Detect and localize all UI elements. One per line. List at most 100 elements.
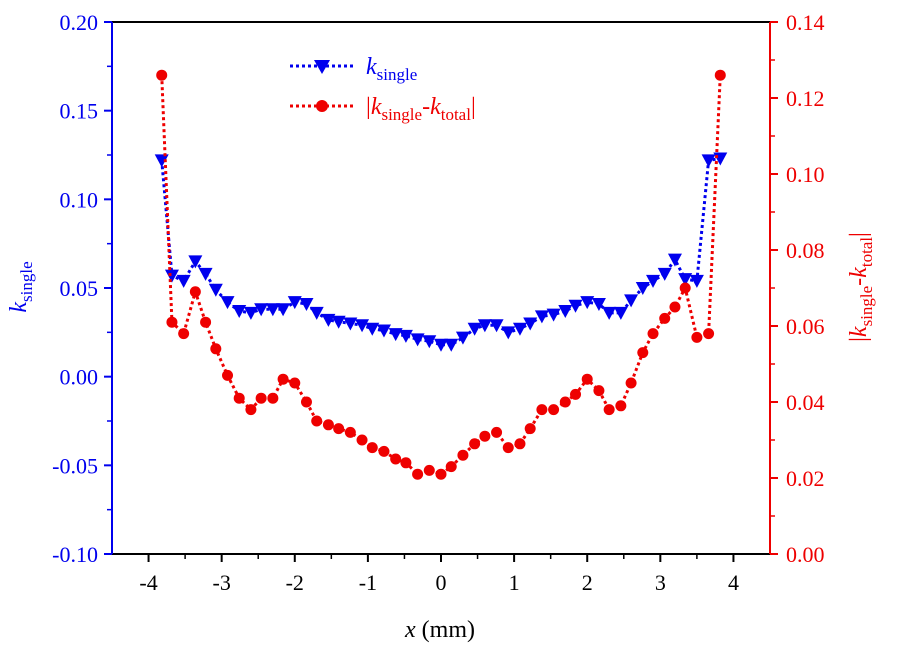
data-point-k-diff (714, 69, 726, 81)
data-point-k-single (701, 154, 716, 168)
data-point-k-single (455, 331, 470, 345)
data-point-k-single (624, 294, 639, 308)
y-left-axis-ticks: -0.10 -0.05 0.00 0.05 0.10 0.15 0.20 (52, 10, 112, 567)
series-line-k-single (160, 157, 721, 347)
data-point-k-diff (390, 453, 402, 465)
y-left-title-sub: single (17, 261, 36, 302)
y-right-title-close: | (846, 232, 872, 237)
data-point-k-single (635, 282, 650, 295)
series-line-k-diff (160, 75, 722, 476)
data-point-k-diff (322, 419, 334, 431)
data-point-k-diff (603, 404, 615, 416)
legend-k-diff-minus: - (422, 94, 430, 120)
data-point-k-single (646, 274, 661, 288)
data-point-k-diff (255, 392, 267, 404)
data-point-k-diff (536, 404, 548, 416)
data-point-k-single (376, 324, 391, 338)
data-point-k-diff (311, 415, 323, 427)
y-right-title-sub2: total (857, 237, 876, 267)
data-point-k-single (546, 308, 561, 322)
y-left-title-main: k (6, 302, 32, 313)
y-left-tick-label: 0.05 (60, 276, 99, 301)
data-point-k-single (558, 305, 573, 319)
legend-k-diff-k1: k (371, 94, 382, 120)
data-point-k-diff (615, 400, 627, 412)
data-point-k-diff (222, 369, 234, 381)
data-point-k-single (331, 315, 346, 329)
y-left-tick-label: 0.10 (60, 187, 99, 212)
legend-k-diff-sub2: total (441, 105, 471, 124)
data-point-k-diff (423, 464, 435, 476)
x-axis-ticks: -4 -3 -2 -1 0 1 2 3 4 (139, 554, 739, 595)
legend-k-diff-open: | (366, 94, 371, 120)
data-point-k-diff (366, 442, 378, 454)
legend-k-diff-close: | (471, 94, 476, 120)
x-tick-label: -4 (139, 570, 157, 595)
data-point-k-diff (514, 438, 526, 450)
data-point-k-single (176, 274, 191, 288)
data-point-k-single (365, 322, 380, 336)
data-point-k-single (410, 333, 425, 347)
data-point-k-diff (679, 282, 691, 294)
data-point-k-diff (445, 461, 457, 473)
y-left-tick-label: 0.20 (60, 10, 99, 35)
data-point-k-single (276, 303, 291, 317)
data-point-k-single (343, 317, 358, 331)
data-point-k-diff (548, 404, 560, 416)
y-right-title-k1: k (846, 326, 872, 337)
legend-k-diff-k2: k (430, 94, 441, 120)
data-point-k-diff (479, 430, 491, 442)
data-point-k-diff (559, 396, 571, 408)
y-left-axis-title: ksingle (6, 261, 36, 312)
x-tick-label: 0 (436, 570, 447, 595)
data-point-k-diff (245, 404, 257, 416)
data-point-k-diff (524, 423, 536, 435)
y-right-tick-label: 0.14 (786, 10, 825, 35)
data-point-k-diff (669, 301, 681, 313)
x-tick-label: 1 (509, 570, 520, 595)
y-right-tick-label: 0.02 (786, 466, 825, 491)
data-point-k-single (208, 283, 223, 297)
x-axis-title-var: x (404, 617, 416, 643)
data-point-k-diff (691, 331, 703, 343)
data-point-k-single (299, 297, 314, 311)
data-point-k-single (512, 322, 527, 336)
data-point-k-diff (178, 328, 190, 340)
data-point-k-single (591, 297, 606, 311)
data-point-k-diff (647, 328, 659, 340)
data-point-k-diff (502, 442, 514, 454)
x-tick-label: 3 (655, 570, 666, 595)
data-point-k-single (388, 328, 403, 342)
data-point-k-single (667, 253, 682, 267)
data-point-k-single (657, 267, 672, 281)
y-right-axis-ticks: 0.00 0.02 0.04 0.06 0.08 0.10 0.12 0.14 (770, 10, 825, 567)
data-point-k-single (398, 329, 413, 343)
data-point-k-single (232, 305, 247, 319)
data-point-k-single (477, 319, 492, 333)
data-point-k-single (188, 255, 203, 269)
data-point-k-single (198, 267, 213, 281)
data-point-k-diff (378, 445, 390, 457)
data-point-k-diff (166, 316, 178, 328)
y-right-axis-title: |ksingle-ktotal| (846, 232, 876, 342)
data-point-k-single (580, 296, 595, 310)
legend-k-single-sub: single (377, 65, 418, 84)
y-right-tick-label: 0.06 (786, 314, 825, 339)
x-tick-label: -1 (359, 570, 377, 595)
y-right-title-sub1: single (857, 286, 876, 327)
data-point-k-single (154, 154, 169, 168)
legend-marker-k-diff (316, 100, 328, 112)
y-right-title-open: | (846, 337, 872, 342)
data-point-k-single (243, 306, 258, 320)
data-point-k-single (254, 303, 269, 317)
y-right-tick-label: 0.10 (786, 162, 825, 187)
x-tick-label: -3 (213, 570, 231, 595)
data-point-k-single (309, 306, 324, 320)
legend-entry-k-single: ksingle (290, 54, 417, 84)
legend-entry-k-diff: |ksingle-ktotal| (290, 94, 476, 124)
data-point-k-single (523, 317, 538, 331)
data-point-k-single (220, 296, 235, 310)
y-right-tick-label: 0.00 (786, 542, 825, 567)
data-point-k-single (467, 322, 482, 336)
data-point-k-single (287, 296, 302, 310)
